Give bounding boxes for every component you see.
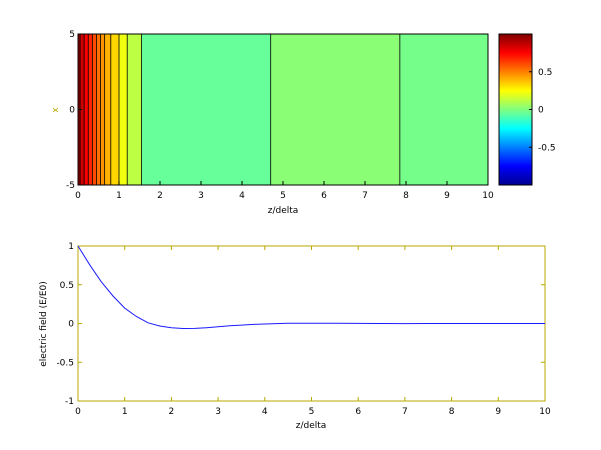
colorbar-tick-label: 0 [538,106,544,116]
heatmap-band [141,34,271,185]
line-subplot: 0 1 2 3 4 5 6 7 8 9 10 1 0.5 0 -0.5 -1 z/delta electric… [39,242,551,431]
heatmap-x-tick-label: 8 [403,191,409,201]
colorbar-tick-label: -0.5 [538,143,556,153]
line-series-electric-field [77,245,545,330]
heatmap-y-tick-label: 0 [69,106,75,116]
line-x-tick-label: 8 [449,407,455,417]
heatmap-band [96,34,101,185]
heatmap-y-tick-label: 5 [69,30,75,40]
heatmap-band [80,34,85,185]
line-x-tick-label: 3 [215,407,221,417]
line-ticks: 0 1 2 3 4 5 6 7 8 9 10 1 0.5 0 -0.5 -1 [56,242,551,417]
colorbar-gradient [498,33,533,186]
heatmap-x-tick-label: 5 [280,191,286,201]
heatmap-band [110,34,119,185]
line-y-tick-label: 0.5 [60,281,74,291]
line-x-tick-label: 10 [539,407,551,417]
line-y-tick-label: -0.5 [56,358,74,368]
line-x-tick-label: 2 [169,407,175,417]
line-x-tick-label: 4 [262,407,268,417]
line-ylabel: electric field (E/E0) [39,281,49,367]
heatmap-band [270,34,400,185]
heatmap-x-tick-label: 1 [116,191,122,201]
heatmap-band [84,34,89,185]
heatmap-x-tick-label: 9 [444,191,450,201]
line-x-tick-label: 5 [309,407,315,417]
heatmap-bands [78,34,488,185]
heatmap-x-tick-label: 3 [198,191,204,201]
heatmap-x-tick-label: 2 [157,191,163,201]
heatmap-x-tick-label: 7 [362,191,368,201]
heatmap-band [100,34,105,185]
heatmap-subplot: 0 1 2 3 4 5 6 7 8 9 10-505 z/delta x [51,30,494,216]
heatmap-x-tick-label: 10 [482,191,494,201]
heatmap-band [119,34,128,185]
heatmap-x-tick-label: 6 [321,191,327,201]
heatmap-x-tick-label: 4 [239,191,245,201]
heatmap-xlabel: z/delta [268,206,299,216]
heatmap-band [88,34,93,185]
heatmap-band [127,34,142,185]
colorbar-tick-label: 0.5 [538,68,552,78]
line-y-tick-label: 0 [68,320,74,330]
line-x-tick-label: 6 [355,407,361,417]
line-x-tick-label: 9 [495,407,501,417]
line-x-tick-label: 0 [75,407,81,417]
line-x-tick-label: 7 [402,407,408,417]
heatmap-band [92,34,97,185]
colorbar-ticks: 0.5 0 -0.5 [529,68,556,153]
line-y-tick-label: -1 [65,397,74,407]
heatmap-ticks: 0 1 2 3 4 5 6 7 8 9 10-505 [66,30,494,201]
line-xlabel: z/delta [296,421,327,431]
heatmap-band [104,34,111,185]
heatmap-ylabel: x [51,107,61,113]
heatmap-y-tick-label: -5 [66,181,75,191]
line-y-tick-label: 1 [68,242,74,252]
heatmap-contour-lines [79,34,401,185]
colorbar: 0.5 0 -0.5 [498,33,556,186]
line-x-tick-label: 1 [122,407,128,417]
heatmap-band [399,34,488,185]
heatmap-x-tick-label: 0 [75,191,81,201]
